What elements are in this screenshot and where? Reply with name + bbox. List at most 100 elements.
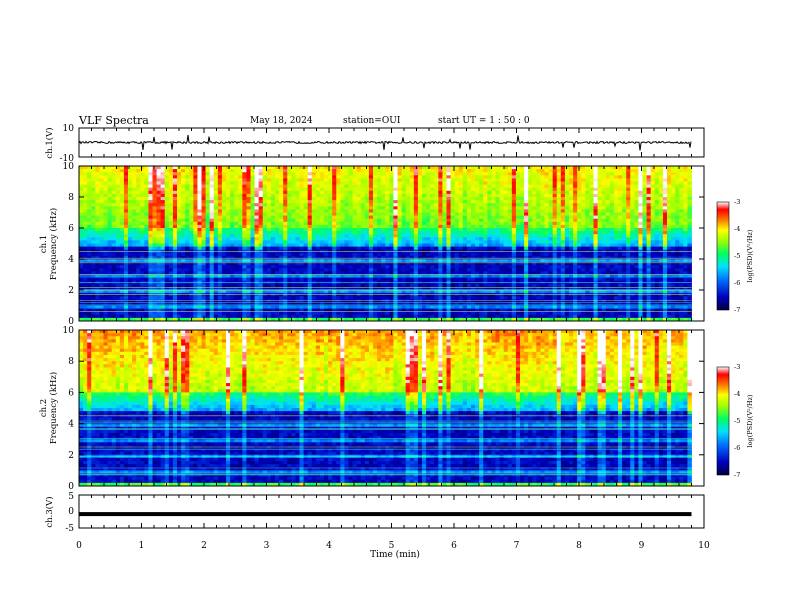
spectrogram-cell xyxy=(532,224,537,229)
spectrogram-cell xyxy=(560,224,566,229)
spectrogram-cell xyxy=(667,221,672,226)
spectrogram-cell xyxy=(401,252,407,257)
spectrogram-cell xyxy=(520,166,525,170)
spectrogram-cell xyxy=(385,172,390,176)
spectrogram-cell xyxy=(438,243,443,247)
spectrogram-cell xyxy=(242,221,247,226)
spectrogram-cell xyxy=(613,206,619,210)
spectrogram-cell xyxy=(213,215,219,220)
spectrogram-cell xyxy=(213,169,219,173)
spectrogram-cell xyxy=(111,200,117,204)
spectrogram-cell xyxy=(462,218,468,223)
spectrogram-cell xyxy=(483,187,488,192)
spectrogram-cell xyxy=(189,218,194,223)
spectrogram-cell xyxy=(524,209,529,213)
spectrogram-cell xyxy=(630,221,635,226)
spectrogram-cell xyxy=(172,243,178,247)
spectrogram-cell xyxy=(585,228,590,232)
spectrogram-cell xyxy=(226,262,231,266)
spectrogram-cell xyxy=(675,206,680,210)
spectrogram-cell xyxy=(613,203,619,207)
spectrogram-cell xyxy=(311,243,317,247)
spectrogram-cell xyxy=(348,237,353,241)
spectrogram-cell xyxy=(589,218,594,223)
spectrogram-cell xyxy=(209,228,215,232)
spectrogram-cell xyxy=(111,234,117,238)
spectrogram-cell xyxy=(324,240,329,244)
spectrogram-cell xyxy=(417,218,423,223)
spectrogram-cell xyxy=(197,234,202,238)
spectrogram-cell xyxy=(328,190,333,195)
spectrogram-cell xyxy=(254,166,260,170)
spectrogram-cell xyxy=(618,243,623,247)
spectrogram-cell xyxy=(389,181,394,185)
spectrogram-cell xyxy=(160,243,166,247)
spectrogram-cell xyxy=(254,240,260,244)
spectrogram-cell xyxy=(303,221,309,226)
spectrogram-cell xyxy=(515,237,521,241)
spectrogram-cell xyxy=(532,203,537,207)
spectrogram-cell xyxy=(650,215,656,220)
spectrogram-cell xyxy=(234,265,239,269)
spectrogram-cell xyxy=(111,240,117,244)
spectrogram-cell xyxy=(230,212,235,216)
spectrogram-cell xyxy=(548,231,554,235)
spectrogram-cell xyxy=(209,221,215,226)
spectrogram-cell xyxy=(234,209,239,213)
spectrogram-cell xyxy=(658,181,664,185)
spectrogram-cell xyxy=(238,190,243,195)
spectrogram-cell xyxy=(426,262,431,266)
spectrogram-cell xyxy=(344,203,349,207)
spectrogram-cell xyxy=(397,221,402,226)
spectrogram-cell xyxy=(446,184,451,189)
spectrogram-cell xyxy=(597,265,603,269)
spectrogram-cell xyxy=(491,224,496,229)
spectrogram-cell xyxy=(262,212,268,216)
spectrogram-cell xyxy=(613,172,619,176)
spectrogram-cell xyxy=(605,209,611,213)
spectrogram-cell xyxy=(156,262,162,266)
spectrogram-cell xyxy=(540,221,545,226)
spectrogram-cell xyxy=(193,172,198,176)
spectrogram-cell xyxy=(189,181,194,185)
spectrogram-cell xyxy=(634,262,639,266)
spectrogram-cell xyxy=(238,228,243,232)
spectrogram-cell xyxy=(352,200,358,204)
spectrogram-cell xyxy=(364,262,370,266)
spectrogram-cell xyxy=(197,190,202,195)
spectrogram-cell xyxy=(426,224,431,229)
spectrogram-cell xyxy=(123,206,129,210)
spectrogram-cell xyxy=(373,255,378,260)
spectrogram-cell xyxy=(442,200,447,204)
spectrogram-cell xyxy=(95,178,100,182)
spectrogram-cell xyxy=(91,268,96,272)
spectrogram-cell xyxy=(540,218,545,223)
spectrogram-cell xyxy=(95,206,100,210)
spectrogram-cell xyxy=(103,221,108,226)
spectrogram-cell xyxy=(168,243,174,247)
spectrogram-cell xyxy=(544,252,549,257)
spectrogram-cell xyxy=(401,255,407,260)
spectrogram-cell xyxy=(585,237,590,241)
spectrogram-cell xyxy=(160,240,166,244)
spectrogram-cell xyxy=(311,252,317,257)
spectrogram-cell xyxy=(413,265,419,269)
spectrogram-cell xyxy=(291,224,296,229)
spectrogram-cell xyxy=(156,206,162,210)
spectrogram-cell xyxy=(336,231,341,235)
spectrogram-cell xyxy=(242,193,247,198)
spectrogram-cell xyxy=(205,181,211,185)
spectrogram-cell xyxy=(528,181,533,185)
spectrogram-cell xyxy=(197,181,202,185)
spectrogram-cell xyxy=(99,215,104,220)
spectrogram-cell xyxy=(164,237,170,241)
spectrogram-cell xyxy=(160,215,166,220)
spectrogram-cell xyxy=(132,190,137,195)
spectrogram-cell xyxy=(426,200,431,204)
spectrogram-cell xyxy=(601,262,607,266)
spectrogram-cell xyxy=(123,265,129,269)
spectrogram-cell xyxy=(328,209,333,213)
spectrogram-cell xyxy=(671,246,676,251)
spectrogram-cell xyxy=(597,166,603,170)
spectrogram-cell xyxy=(605,255,611,260)
